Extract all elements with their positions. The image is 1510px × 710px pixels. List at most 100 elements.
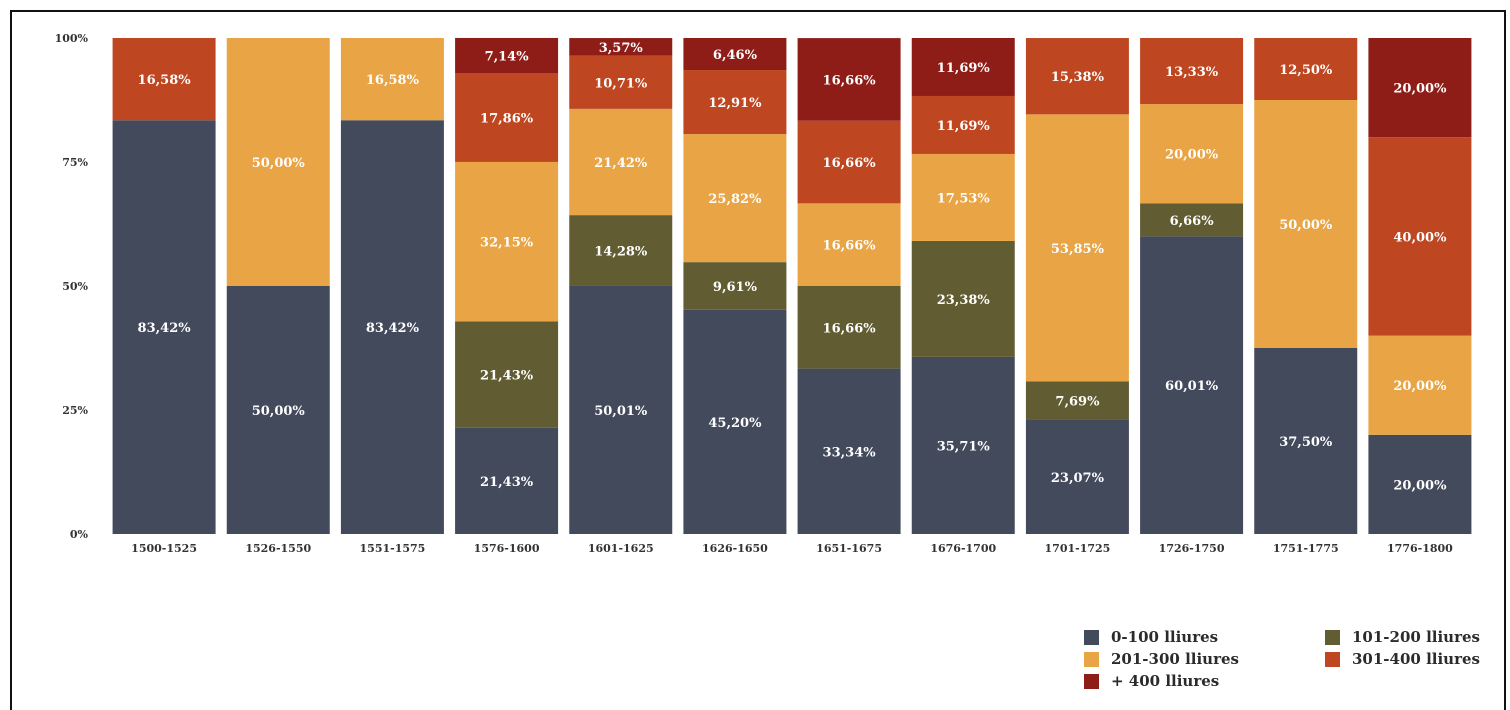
x-tick-label: 1701-1725 [1045, 542, 1111, 555]
bar-segment [112, 120, 216, 534]
data-label: 45,20% [708, 416, 762, 431]
bar-segment [1368, 335, 1472, 435]
data-label: 9,61% [713, 280, 758, 295]
data-label: 53,85% [1051, 242, 1105, 257]
data-label: 60,01% [1165, 379, 1219, 394]
data-label: 20,00% [1393, 379, 1447, 394]
bar-segment [1025, 419, 1129, 534]
legend-swatch [1325, 629, 1340, 645]
x-tick-label: 1726-1750 [1159, 542, 1225, 555]
x-tick-label: 1676-1700 [930, 542, 996, 555]
data-label: 16,66% [823, 73, 877, 88]
legend-swatch [1084, 673, 1099, 689]
x-tick-label: 1651-1675 [816, 542, 882, 555]
bar-segment [797, 286, 901, 369]
chart-frame [10, 10, 1506, 710]
bar-segment [797, 203, 901, 286]
legend-item: 101-200 lliures [1325, 628, 1480, 646]
bar-segment [112, 38, 216, 121]
data-label: 11,69% [937, 61, 991, 76]
legend-swatch [1084, 651, 1099, 667]
data-label: 10,71% [594, 76, 648, 91]
bar-segment [683, 262, 787, 310]
legend-label: 301-400 lliures [1352, 650, 1480, 668]
x-tick-label: 1601-1625 [588, 542, 654, 555]
bar-segment [683, 134, 787, 263]
bar-segment [911, 240, 1015, 357]
x-tick-label: 1626-1650 [702, 542, 768, 555]
bar-segment [569, 38, 673, 56]
data-label: 13,33% [1165, 65, 1219, 80]
data-label: 11,69% [937, 119, 991, 134]
bar-segment [683, 70, 787, 135]
data-label: 15,38% [1051, 70, 1105, 85]
data-label: 35,71% [937, 439, 991, 454]
x-tick-label: 1551-1575 [360, 542, 426, 555]
data-label: 16,58% [138, 73, 192, 88]
data-label: 20,00% [1165, 148, 1219, 163]
legend-item: 201-300 lliures [1084, 650, 1239, 668]
bar-segment [1025, 114, 1129, 382]
data-label: 23,38% [937, 293, 991, 308]
data-label: 16,66% [823, 239, 877, 254]
data-label: 6,46% [713, 48, 758, 63]
bar-segment [1254, 348, 1358, 534]
x-tick-label: 1576-1600 [474, 542, 540, 555]
data-label: 16,66% [823, 156, 877, 171]
bar-segment [226, 286, 330, 534]
legend-label: 101-200 lliures [1352, 628, 1480, 646]
data-label: 50,00% [252, 156, 306, 171]
data-label: 50,00% [1279, 218, 1333, 233]
data-label: 83,42% [366, 321, 420, 336]
bar-segment [911, 356, 1015, 534]
bar-segment [226, 38, 330, 286]
y-tick-label: 50% [62, 280, 88, 293]
data-label: 50,01% [594, 404, 648, 419]
data-label: 20,00% [1393, 82, 1447, 97]
bar-segment [683, 38, 787, 71]
bar-segment [569, 215, 673, 286]
data-label: 25,82% [708, 192, 762, 207]
data-label: 7,69% [1055, 395, 1100, 410]
data-label: 21,43% [480, 369, 534, 384]
bar-segment [1368, 38, 1472, 138]
legend-item: 0-100 lliures [1084, 628, 1218, 646]
data-label: 32,15% [480, 236, 534, 251]
bar-segment [1368, 434, 1472, 534]
data-label: 23,07% [1051, 471, 1105, 486]
data-label: 14,28% [594, 245, 648, 260]
data-label: 16,66% [823, 321, 877, 336]
data-label: 33,34% [823, 445, 877, 460]
legend-item: + 400 lliures [1084, 672, 1219, 690]
bar-segment [683, 309, 787, 534]
bar-segment [1140, 236, 1244, 534]
bar-segment [911, 153, 1015, 241]
y-tick-label: 25% [62, 404, 88, 417]
bar-segment [455, 427, 559, 534]
legend: 0-100 lliures 101-200 lliures 201-300 lliu… [1084, 628, 1504, 698]
x-tick-label: 1526-1550 [245, 542, 311, 555]
bar-segment [1025, 381, 1129, 420]
x-tick-label: 1776-1800 [1387, 542, 1453, 555]
legend-label: + 400 lliures [1111, 672, 1220, 690]
bar-segment [1140, 104, 1244, 204]
bar-segment [797, 368, 901, 534]
y-tick-label: 0% [70, 528, 89, 541]
legend-label: 201-300 lliures [1111, 650, 1239, 668]
data-label: 7,14% [485, 50, 530, 65]
legend-swatch [1084, 629, 1099, 645]
data-label: 12,91% [708, 96, 762, 111]
bar-segment [911, 95, 1015, 154]
data-label: 16,58% [366, 73, 420, 88]
y-tick-label: 75% [62, 156, 88, 169]
data-label: 20,00% [1393, 478, 1447, 493]
data-label: 3,57% [599, 41, 644, 56]
bar-segment [911, 38, 1015, 96]
bar-segment [1140, 38, 1244, 105]
data-label: 17,86% [480, 112, 534, 127]
y-tick-label: 100% [55, 32, 89, 45]
bar-segment [340, 120, 444, 534]
bar-segment [455, 37, 559, 74]
bar-segment [797, 38, 901, 121]
